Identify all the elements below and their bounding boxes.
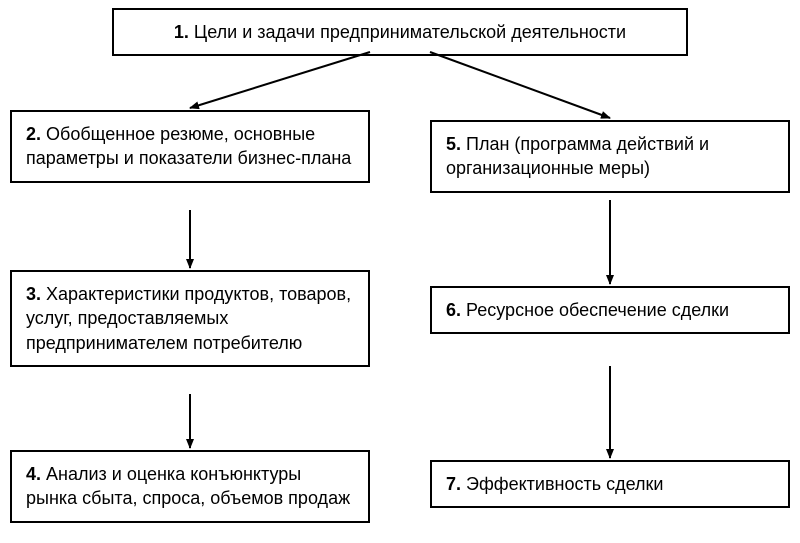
node-2-num: 2. [26,124,41,144]
edge-n1-n5 [430,52,610,118]
node-4-label: Анализ и оценка конъюнк­туры рынка сбыта… [26,464,350,508]
node-1-num: 1. [174,22,189,42]
node-6: 6. Ресурсное обеспечение сделки [430,286,790,334]
node-3-num: 3. [26,284,41,304]
edge-n1-n2 [190,52,370,108]
node-2-label: Обобщенное резюме, основные параметры и … [26,124,351,168]
node-6-num: 6. [446,300,461,320]
node-3: 3. Характеристики продуктов, товаров, ус… [10,270,370,367]
node-1: 1. Цели и задачи предпринимательской дея… [112,8,688,56]
node-5-num: 5. [446,134,461,154]
node-3-label: Характеристики продуктов, товаров, услуг… [26,284,351,353]
node-1-label: Цели и задачи предпринимательской деятел… [194,22,626,42]
node-4: 4. Анализ и оценка конъюнк­туры рынка сб… [10,450,370,523]
node-4-num: 4. [26,464,41,484]
node-7-num: 7. [446,474,461,494]
node-5: 5. План (программа действий и организаци… [430,120,790,193]
node-7-label: Эффективность сделки [466,474,663,494]
node-5-label: План (программа действий и организационн… [446,134,709,178]
node-2: 2. Обобщенное резюме, основные параметры… [10,110,370,183]
node-7: 7. Эффективность сделки [430,460,790,508]
node-6-label: Ресурсное обеспечение сделки [466,300,729,320]
